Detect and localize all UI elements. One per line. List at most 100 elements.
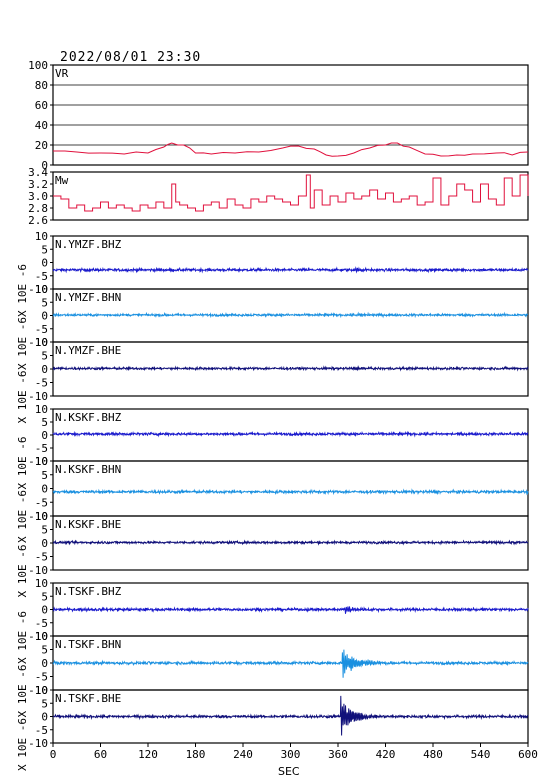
panel-label: Mw <box>55 174 69 187</box>
y-tick-label: -5 <box>35 724 48 737</box>
y-tick-label: -10 <box>28 336 48 349</box>
y-tick-label: -5 <box>35 377 48 390</box>
series-line <box>53 142 529 157</box>
y-tick-label: 0 <box>41 711 48 724</box>
y-tick-label: 40 <box>35 119 48 132</box>
y-axis-title: X 10E -6 <box>16 611 29 664</box>
y-tick-label: 100 <box>28 59 48 72</box>
y-tick-label: -10 <box>28 510 48 523</box>
y-tick-label: 10 <box>35 403 48 416</box>
y-tick-label: 10 <box>35 230 48 243</box>
series-line <box>52 430 529 438</box>
y-tick-label: 0 <box>41 604 48 617</box>
y-tick-label: 10 <box>35 283 48 296</box>
y-tick-label: -10 <box>28 564 48 577</box>
x-tick-label: 420 <box>376 748 396 761</box>
y-axis-title: X 10E -6 <box>16 490 29 543</box>
panel-frame <box>52 64 529 166</box>
y-tick-label: -5 <box>35 270 48 283</box>
y-axis-title: X 10E -6 <box>16 437 29 490</box>
y-axis-title: X 10E -6 <box>16 665 29 718</box>
series-line <box>52 311 529 319</box>
y-tick-label: 10 <box>35 577 48 590</box>
y-tick-label: 10 <box>35 455 48 468</box>
y-tick-label: -10 <box>28 684 48 697</box>
y-tick-label: 60 <box>35 99 48 112</box>
x-tick-label: 360 <box>328 748 348 761</box>
y-tick-label: -5 <box>35 496 48 509</box>
panel-label: N.KSKF.BHE <box>55 518 121 531</box>
y-tick-label: -10 <box>28 283 48 296</box>
y-tick-label: 5 <box>41 296 48 309</box>
panel-label: N.TSKF.BHN <box>55 638 121 651</box>
y-tick-label: -5 <box>35 551 48 564</box>
y-tick-label: 5 <box>41 350 48 363</box>
y-axis-title: X 10E -6 <box>16 264 29 317</box>
series-line <box>53 174 529 212</box>
y-tick-label: 20 <box>35 139 48 152</box>
y-tick-label: 5 <box>41 524 48 537</box>
y-tick-label: -5 <box>35 442 48 455</box>
y-tick-label: 3.4 <box>28 166 48 179</box>
panel-label: N.YMZF.BHZ <box>55 238 122 251</box>
x-tick-label: 180 <box>186 748 206 761</box>
series-line <box>52 695 529 736</box>
panel-label: N.KSKF.BHZ <box>55 411 122 424</box>
y-tick-label: -10 <box>28 737 48 750</box>
y-tick-label: 0 <box>41 257 48 270</box>
y-tick-label: -5 <box>35 617 48 630</box>
series-line <box>52 649 529 678</box>
y-axis-title: X 10E -6 <box>16 545 29 598</box>
y-tick-label: 3.0 <box>28 190 48 203</box>
y-tick-label: 0 <box>41 657 48 670</box>
x-tick-label: 480 <box>423 748 443 761</box>
panel-label: N.TSKF.BHE <box>55 692 121 705</box>
panel-label: N.TSKF.BHZ <box>55 585 122 598</box>
y-tick-label: 5 <box>41 590 48 603</box>
y-tick-label: 10 <box>35 510 48 523</box>
y-tick-label: 10 <box>35 684 48 697</box>
panel-label: N.YMZF.BHE <box>55 344 121 357</box>
x-axis-title: SEC <box>278 765 300 778</box>
y-tick-label: 5 <box>41 644 48 657</box>
y-tick-label: 0 <box>41 483 48 496</box>
series-line <box>52 266 529 274</box>
x-tick-label: 120 <box>138 748 158 761</box>
x-tick-label: 540 <box>471 748 491 761</box>
y-tick-label: -5 <box>35 323 48 336</box>
y-tick-label: -10 <box>28 455 48 468</box>
series-line <box>52 539 529 546</box>
panel-frame <box>52 235 529 290</box>
y-axis-title: X 10E -6 <box>16 718 29 771</box>
y-tick-label: 2.6 <box>28 214 48 227</box>
y-tick-label: 0 <box>41 537 48 550</box>
y-tick-label: 10 <box>35 630 48 643</box>
series-line <box>52 488 529 496</box>
y-axis-title: X 10E -6 <box>16 317 29 370</box>
series-line <box>52 365 529 372</box>
y-tick-label: 5 <box>41 416 48 429</box>
panel-label: N.YMZF.BHN <box>55 291 121 304</box>
y-tick-label: 3.2 <box>28 178 48 191</box>
panel-frame <box>52 460 529 517</box>
panel-label: N.KSKF.BHN <box>55 463 121 476</box>
y-tick-label: 5 <box>41 243 48 256</box>
y-tick-label: 0 <box>41 429 48 442</box>
y-tick-label: 0 <box>41 159 48 172</box>
x-tick-label: 600 <box>518 748 538 761</box>
y-tick-label: 0 <box>41 310 48 323</box>
panel-label: VR <box>55 67 69 80</box>
x-tick-label: 0 <box>50 748 57 761</box>
y-tick-label: 5 <box>41 469 48 482</box>
y-tick-label: 2.8 <box>28 202 48 215</box>
y-tick-label: 10 <box>35 336 48 349</box>
series-line <box>52 606 529 614</box>
y-tick-label: 5 <box>41 697 48 710</box>
y-axis-title: X 10E -6 <box>16 371 29 424</box>
y-tick-label: -10 <box>28 630 48 643</box>
y-tick-label: 80 <box>35 79 48 92</box>
x-tick-label: 240 <box>233 748 253 761</box>
y-tick-label: -5 <box>35 671 48 684</box>
datetime-title: 2022/08/01 23:30 <box>60 50 202 65</box>
